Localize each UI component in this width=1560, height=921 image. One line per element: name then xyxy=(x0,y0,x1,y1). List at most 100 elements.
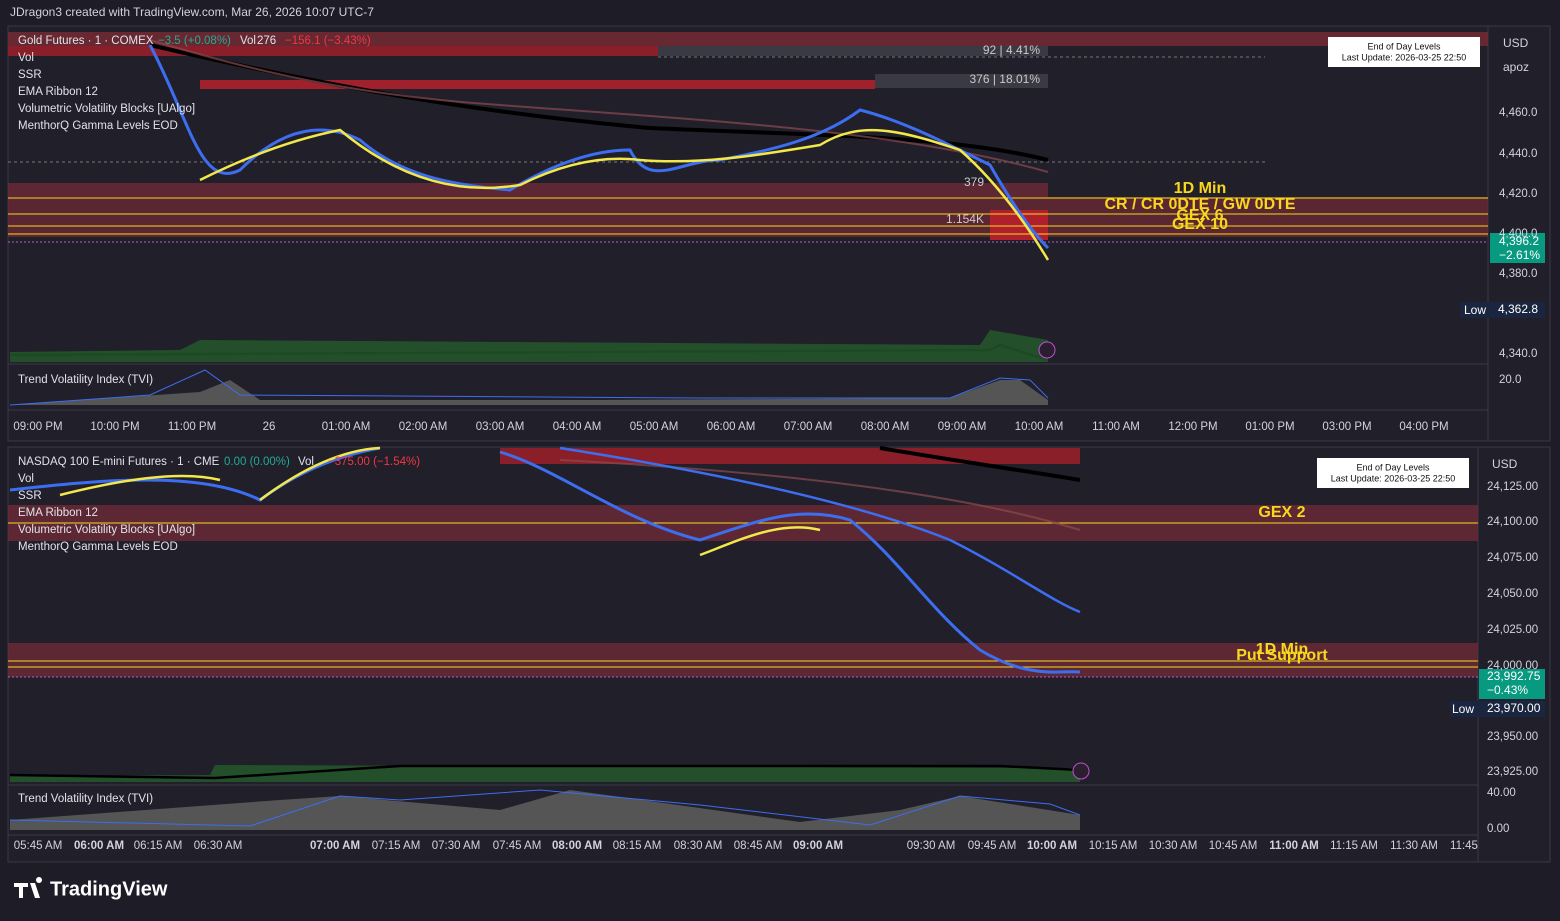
low-price-tag xyxy=(1479,701,1545,717)
ema-ribbon xyxy=(199,128,1050,261)
volume-ma xyxy=(9,764,1081,780)
indicator-label: MenthorQ Gamma Levels EOD xyxy=(18,120,178,132)
zone xyxy=(8,183,1048,197)
price-axis-label: 4,420.0 xyxy=(1499,188,1537,200)
low-label-tag xyxy=(1450,701,1479,717)
level-label: 1D Min xyxy=(1174,180,1226,197)
volume-block xyxy=(200,80,875,89)
level-label: Put Support xyxy=(1236,647,1328,664)
time-axis-label: 10:00 AM xyxy=(1027,840,1077,852)
indicator-label: Volumetric Volatility Blocks [UAlgo] xyxy=(18,103,195,115)
unit[interactable]: apoz xyxy=(1503,60,1529,74)
alert-icon[interactable] xyxy=(1038,341,1056,359)
time-axis-label: 07:15 AM xyxy=(372,840,421,852)
level-label: GEX 6 xyxy=(1176,207,1223,224)
volume-block xyxy=(658,46,1048,56)
time-axis-label: 03:00 AM xyxy=(476,421,525,433)
tvi-axis-label: 20.0 xyxy=(1499,374,1521,386)
price-axis-label: 4,340.0 xyxy=(1499,348,1537,360)
time-axis-label: 09:45 AM xyxy=(968,840,1017,852)
time-axis-label: 04:00 AM xyxy=(553,421,602,433)
price-axis-label: 24,075.00 xyxy=(1487,552,1538,564)
time-axis-label: 05:45 AM xyxy=(14,840,63,852)
last-change: −0.43% xyxy=(1487,683,1528,697)
level-label: GEX 10 xyxy=(1172,216,1228,233)
change: 0.00 (0.00%) xyxy=(224,456,290,468)
time-axis-label: 10:45 AM xyxy=(1209,840,1258,852)
tvi-line xyxy=(9,369,1049,406)
indicator-label: EMA Ribbon 12 xyxy=(18,507,98,519)
last-change: −2.61% xyxy=(1499,248,1540,262)
header: JDragon3 created with TradingView.com, M… xyxy=(10,5,374,19)
time-axis-label: 08:30 AM xyxy=(674,840,723,852)
zone xyxy=(8,197,1488,237)
tvi-title: Trend Volatility Index (TVI) xyxy=(18,374,153,386)
time-axis-label: 10:00 AM xyxy=(1015,421,1064,433)
tradingview-logo xyxy=(14,877,43,898)
price-axis-label: 24,000.00 xyxy=(1487,660,1538,672)
vol-label: Vol xyxy=(298,456,314,468)
eod-box xyxy=(1328,37,1480,67)
low-label-tag xyxy=(1460,302,1490,318)
time-axis-label: 06:15 AM xyxy=(134,840,183,852)
currency[interactable]: USD xyxy=(1503,36,1529,50)
price-axis-label: 23,925.00 xyxy=(1487,766,1538,778)
indicator-label: SSR xyxy=(18,69,42,81)
time-axis-label: 10:30 AM xyxy=(1149,840,1198,852)
indicator-label: SSR xyxy=(18,490,42,502)
time-axis-label: 01:00 PM xyxy=(1245,421,1294,433)
time-axis-label: 09:00 AM xyxy=(793,840,843,852)
price-axis-label: 4,460.0 xyxy=(1499,107,1537,119)
price-axis-label: 23,950.00 xyxy=(1487,731,1538,743)
vol-value: 276 xyxy=(257,35,276,47)
symbol: Gold Futures · 1 · COMEX xyxy=(18,35,154,47)
time-axis-label: 10:15 AM xyxy=(1089,840,1138,852)
time-axis-label: 08:45 AM xyxy=(734,840,783,852)
time-axis-label: 06:00 AM xyxy=(74,840,124,852)
last-price-tag xyxy=(1479,669,1545,699)
time-axis-label: 09:00 PM xyxy=(13,421,62,433)
time-axis-label: 08:15 AM xyxy=(613,840,662,852)
tvi-axis-label: 40.00 xyxy=(1487,787,1516,799)
alert-icon[interactable] xyxy=(1072,762,1090,780)
eod-box xyxy=(1317,458,1469,488)
time-axis-label: 07:00 AM xyxy=(784,421,833,433)
gold-texts: Gold Futures · 1 · COMEX −3.5 (+0.08%) V… xyxy=(13,35,1540,433)
time-axis-label: 11:30 AM xyxy=(1390,840,1438,852)
low-label: Low xyxy=(1452,702,1474,716)
time-axis-label: 11:00 AM xyxy=(1269,840,1318,852)
time-axis-label: 08:00 AM xyxy=(861,421,910,433)
time-axis-label: 03:00 PM xyxy=(1322,421,1371,433)
eod-update: Last Update: 2026-03-25 22:50 xyxy=(1331,473,1456,483)
volume-bars xyxy=(10,330,1048,362)
time-axis-label: 11:00 AM xyxy=(1092,421,1140,433)
level-label: CR / CR 0DTE / GW 0DTE xyxy=(1104,196,1295,213)
low-price: 4,362.8 xyxy=(1498,302,1538,316)
indicator-label: Vol xyxy=(18,52,34,64)
time-axis-label: 07:45 AM xyxy=(493,840,542,852)
ribbon-ma xyxy=(559,459,1081,531)
time-axis-label: 10:00 PM xyxy=(90,421,139,433)
time-axis-label: 11:00 PM xyxy=(168,421,216,433)
level-label: 1D Min xyxy=(1256,641,1308,658)
block-label: 1.154K xyxy=(946,212,984,226)
last-price: 4,396.2 xyxy=(1499,234,1539,248)
zone xyxy=(8,643,1478,677)
footer-brand: TradingView xyxy=(50,878,168,900)
fast-ema xyxy=(148,44,1050,250)
currency[interactable]: USD xyxy=(1492,457,1518,471)
tvi-area xyxy=(10,380,1048,405)
eod-title: End of Day Levels xyxy=(1367,41,1441,51)
block-label: 92 | 4.41% xyxy=(983,43,1040,57)
change: −3.5 (+0.08%) xyxy=(158,35,231,47)
time-axis-label: 07:00 AM xyxy=(310,840,360,852)
time-axis-label: 07:30 AM xyxy=(432,840,481,852)
tvi-area xyxy=(10,790,1080,830)
price-axis-label: 4,400.0 xyxy=(1499,228,1537,240)
indicator-label: EMA Ribbon 12 xyxy=(18,86,98,98)
time-axis-label: 11:15 AM xyxy=(1330,840,1378,852)
volume-bars xyxy=(10,765,1080,782)
price-axis-label: 24,025.00 xyxy=(1487,624,1538,636)
